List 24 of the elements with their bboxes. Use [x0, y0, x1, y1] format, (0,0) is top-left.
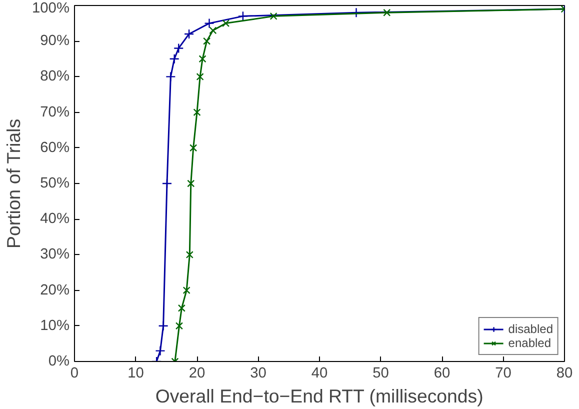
x-tick-label: 80 [556, 366, 573, 382]
x-tick-label: 70 [495, 366, 512, 382]
y-tick-label: 50% [40, 176, 70, 192]
y-tick-label: 100% [32, 0, 70, 16]
legend-label: enabled [508, 336, 552, 350]
y-tick-label: 30% [40, 246, 70, 263]
y-tick-label: 20% [40, 282, 70, 298]
y-tick-label: 40% [40, 211, 70, 228]
y-tick-label: 0% [48, 354, 70, 370]
y-tick-label: 10% [40, 318, 70, 334]
y-tick-label: 60% [40, 140, 70, 156]
y-axis-title: Portion of Trials [3, 118, 24, 248]
x-tick-label: 40 [311, 366, 328, 382]
x-tick-label: 20 [188, 366, 206, 382]
x-tick-label: 30 [250, 366, 266, 382]
x-tick-label: 50 [372, 366, 389, 382]
x-tick-label: 60 [434, 366, 450, 382]
x-axis-title: Overall End−to−End RTT (milliseconds) [155, 386, 484, 406]
legend-label: disabled [508, 322, 553, 336]
y-tick-label: 80% [40, 68, 70, 85]
x-tick-label: 0 [70, 366, 79, 382]
x-tick-label: 10 [128, 366, 144, 382]
y-tick-label: 90% [40, 33, 70, 50]
y-tick-label: 70% [40, 104, 70, 120]
